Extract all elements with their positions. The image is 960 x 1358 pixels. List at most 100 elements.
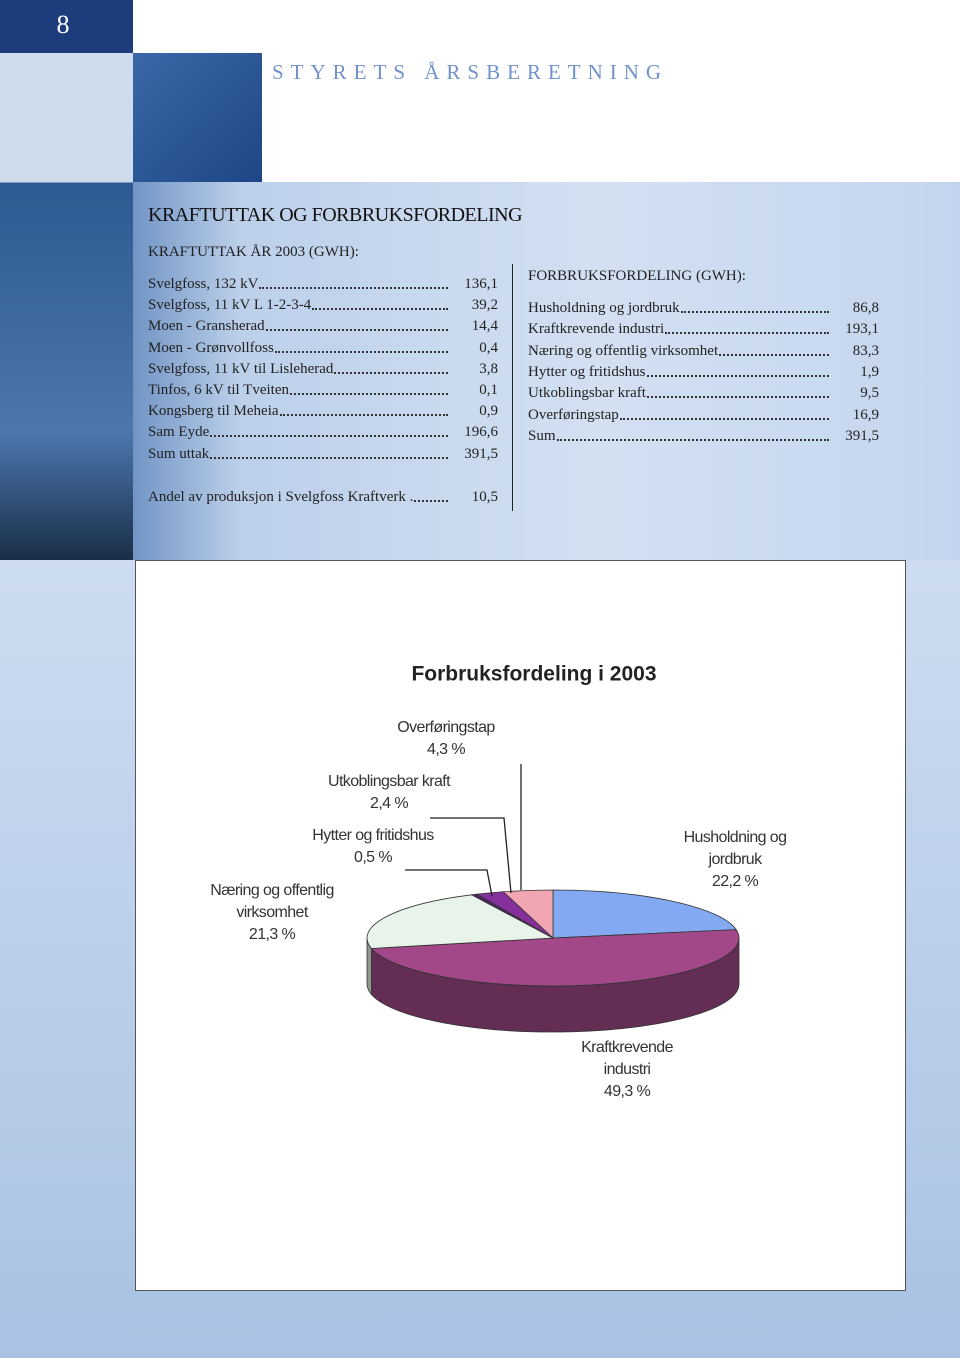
row-label: Svelgfoss, 11 kV L 1-2-3-4 [148,297,312,314]
slice-label: Utkoblingsbar kraft 2,4 % [309,771,469,815]
row-value: 193,1 [845,321,879,338]
slice [366,894,555,949]
forbruk-row: Kraftkrevende industri 193,1 [528,319,879,340]
slice [552,889,737,939]
slice-label: Kraftkrevende industri 49,3 % [562,1037,692,1103]
row-label: Hytter og fritidshus [528,363,646,380]
leader-line [430,817,512,894]
forbruk-row: Husholdning og jordbruk 86,8 [528,298,879,319]
section-title: KRAFTUTTAK OG FORBRUKSFORDELING [148,204,523,226]
forbruk-row: Utkoblingsbar kraft 9,5 [528,383,879,404]
value-label: 21,3 % [248,926,296,943]
row-label: Husholdning og jordbruk [528,300,680,316]
category-label: Næring og offentlig virksomhet [210,882,334,921]
forbruk-row: Næring og offentlig virksomhet 83,3 [528,341,879,362]
dot-leader [274,338,448,353]
slice [370,929,740,987]
category-label: Utkoblingsbar kraft [328,773,451,790]
slice [502,889,554,939]
row-value: 83,3 [852,342,879,359]
row-value: 136,1 [464,276,498,292]
dot-leader [646,362,829,377]
page-number: 8 [56,10,70,39]
uttak-row: Sam Eyde 196,6 [148,422,498,443]
dot-leader [259,274,448,289]
row-label: Overføringstap [528,406,619,423]
table-title: KRAFTUTTAK ÅR 2003 (GWH): [148,244,359,260]
category-label: Kraftkrevende industri [581,1039,673,1078]
divider [512,264,513,511]
value-label: 0,5 % [354,849,393,866]
row-label: Sam Eyde [148,424,210,441]
row-value: 39,2 [471,297,498,314]
value-label: 4,3 % [427,741,466,758]
value-label: 49,3 % [603,1083,651,1100]
dot-leader [680,298,829,313]
row-label: Kraftkrevende industri [528,321,665,338]
row-label: Sum uttak [148,445,210,462]
dot-leader [719,341,829,356]
slice-label: Husholdning og jordbruk 22,2 % [670,827,800,893]
uttak-row: Kongsberg til Meheia 0,9 [148,401,498,422]
row-label: Sum [528,427,556,444]
uttak-row: Svelgfoss, 11 kV til Lisleherad 3,8 [148,359,498,380]
photo-block [133,53,262,182]
row-value: 10,5 [471,489,498,505]
forbruk-row: Sum 391,5 [528,426,879,447]
dot-leader [290,380,448,395]
uttak-row: Svelgfoss, 11 kV L 1-2-3-4 39,2 [148,295,498,316]
photo-band [0,182,960,560]
row-value: 9,5 [860,385,879,402]
row-label: Tinfos, 6 kV til Tveiten [148,382,289,398]
dot-leader [279,401,448,417]
dot-leader [646,383,829,399]
dot-leader [414,487,448,502]
table-title: FORBRUKSFORDELING (GWH): [528,268,746,284]
row-value: 391,5 [464,445,498,462]
dot-leader [619,405,829,420]
value-label: 22,2 % [711,873,759,890]
forbruk-row: Overføringstap 16,9 [528,405,879,426]
slice-label: Overføringstap 4,3 % [376,717,516,761]
uttak-row: Moen - Gransherad 14,4 [148,316,498,337]
corner-block [0,0,133,53]
header: STYRETS ÅRSBERETNING [272,60,669,84]
category-label: Husholdning og jordbruk [683,829,787,868]
chart-title: Forbruksfordeling i 2003 [411,663,656,686]
row-label: Kongsberg til Meheia [148,403,279,420]
row-label: Andel av produksjon i Svelgfoss Kraftver… [148,489,414,505]
uttak-row: Tinfos, 6 kV til Tveiten 0,1 [148,380,498,401]
dot-leader [334,359,448,374]
photo-strip [0,53,133,560]
row-value: 14,4 [471,318,498,335]
row-value: 0,9 [479,403,498,420]
row-label: Svelgfoss, 11 kV til Lisleherad [148,360,334,377]
dot-leader [312,295,448,311]
dot-leader [556,426,829,441]
forbruk-row: Hytter og fritidshus 1,9 [528,362,879,383]
andel-row: Andel av produksjon i Svelgfoss Kraftver… [148,487,498,508]
row-value: 0,4 [479,339,498,356]
dot-leader [265,316,448,332]
row-value: 16,9 [852,406,879,423]
row-value: 1,9 [860,363,879,380]
slice-label: Hytter og fritidshus 0,5 % [293,825,453,869]
uttak-row: Svelgfoss, 132 kV 136,1 [148,274,498,295]
row-label: Svelgfoss, 132 kV [148,276,259,292]
uttak-row: Moen - Grønvollfoss 0,4 [148,338,498,359]
row-value: 86,8 [852,300,879,316]
dot-leader [665,319,829,335]
row-value: 196,6 [464,424,498,441]
row-value: 391,5 [845,427,879,444]
leader-line [405,869,493,897]
row-label: Utkoblingsbar kraft [528,385,646,402]
dot-leader [210,422,448,438]
slice-label: Næring og offentlig virksomhet 21,3 % [197,880,347,946]
category-label: Hytter og fritidshus [312,827,434,844]
row-label: Næring og offentlig virksomhet [528,342,719,359]
row-label: Moen - Gransherad [148,318,265,335]
leader-lines [405,764,522,897]
row-value: 3,8 [479,360,498,377]
